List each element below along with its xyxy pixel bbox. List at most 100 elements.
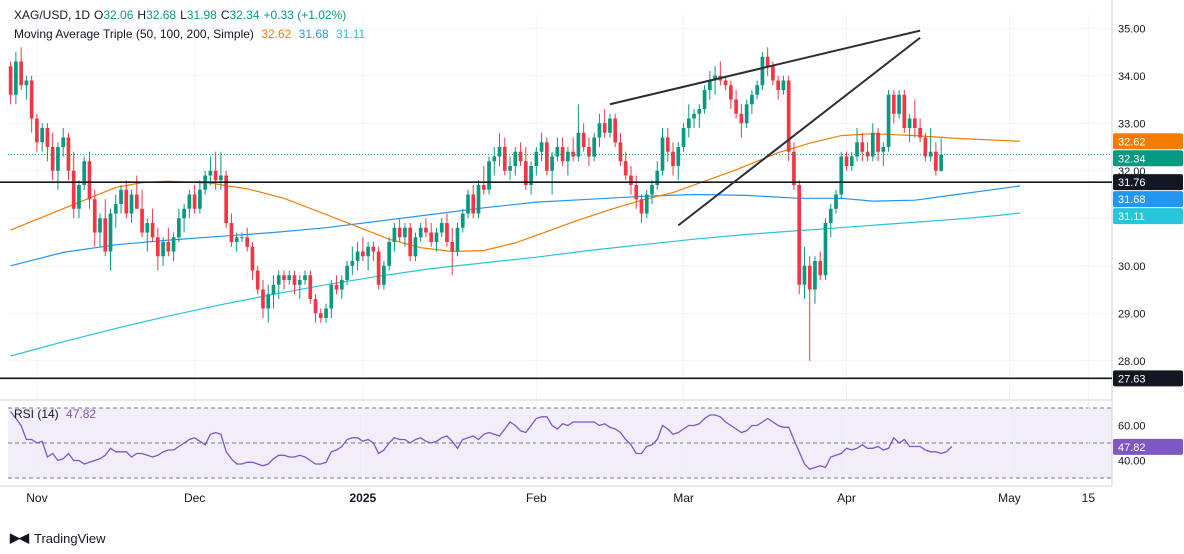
candle-body: [497, 147, 502, 157]
candle-body: [71, 170, 76, 209]
candle-body: [755, 85, 759, 95]
candle-body: [50, 147, 55, 171]
ma-legend: Moving Average Triple (50, 100, 200, Sim…: [14, 27, 369, 41]
candle-body: [818, 261, 823, 276]
symbol-label: XAG/USD, 1D: [14, 8, 91, 22]
candle-body: [150, 223, 155, 238]
candle-body: [707, 80, 712, 90]
time-tick-label: Nov: [26, 491, 47, 505]
ma100-line: [10, 185, 1021, 267]
price-tick-label: 34.00: [1118, 71, 1146, 83]
candle-body: [45, 128, 50, 147]
candle-body: [928, 151, 933, 157]
candle-body: [345, 265, 349, 280]
candle-body: [855, 142, 859, 157]
candle-body: [318, 313, 323, 318]
candle-body: [534, 151, 539, 166]
candle-body: [860, 142, 865, 152]
candle-body: [56, 147, 60, 171]
candle-body: [19, 61, 23, 86]
candle-body: [308, 275, 313, 299]
candle-body: [460, 213, 465, 228]
candle-body: [644, 194, 649, 214]
rsi-tick-label: 40.00: [1118, 456, 1146, 468]
tradingview-logo-icon: ▶◀: [10, 530, 29, 545]
candle-body: [734, 99, 738, 114]
price-tick-label: 35.00: [1118, 23, 1146, 35]
candle-body: [655, 170, 660, 185]
candle-body: [681, 128, 686, 147]
chart-legend: XAG/USD, 1D O32.06 H32.68 L31.98 C32.34 +0.33…: [14, 8, 350, 22]
trendline: [677, 36, 921, 227]
grid-layer: [0, 0, 1113, 487]
candle-body: [813, 261, 817, 290]
price-label: 31.68: [1118, 194, 1146, 206]
candle-body: [881, 147, 886, 152]
candle-body: [750, 94, 754, 105]
candle-body: [166, 242, 171, 252]
candle-body: [350, 261, 355, 266]
candle-body: [807, 265, 812, 290]
candle-body: [208, 170, 213, 176]
rsi-price-label-bg: [1113, 438, 1183, 455]
time-tick-label: Dec: [184, 491, 205, 505]
candle-body: [592, 137, 597, 157]
candle-body: [550, 156, 554, 171]
candle-body: [776, 80, 781, 90]
candle-body: [255, 270, 260, 290]
candle-body: [98, 218, 102, 233]
candle-body: [823, 223, 828, 276]
candle-body: [87, 161, 92, 200]
candle-body: [371, 246, 376, 252]
candle-body: [639, 199, 644, 214]
candle-body: [765, 56, 770, 67]
price-label: 31.76: [1118, 177, 1146, 189]
candle-body: [923, 137, 928, 157]
candle-body: [487, 161, 491, 190]
rsi-legend: RSI (14) 47.82: [14, 407, 100, 421]
candle-body: [297, 280, 302, 285]
candle-body: [913, 118, 917, 128]
candle-body: [245, 237, 250, 247]
candle-body: [35, 118, 39, 143]
candle-body: [618, 142, 623, 162]
price-label: 27.63: [1118, 373, 1146, 385]
candle-body: [382, 265, 386, 285]
candle-body: [119, 189, 123, 204]
candle-body: [849, 156, 854, 166]
candle-body: [77, 185, 81, 209]
drawings: [0, 29, 1112, 380]
candle-body: [303, 275, 307, 280]
time-tick-label: 15: [1082, 491, 1096, 505]
high-key: H: [137, 8, 147, 22]
time-tick-label: Feb: [526, 491, 547, 505]
tradingview-branding[interactable]: ▶◀ TradingView: [10, 530, 106, 546]
candle-body: [413, 237, 418, 257]
price-labels: 32.62 32.34 31.76 31.68 31.11 27.63 47.82: [1113, 133, 1183, 455]
candle-body: [545, 142, 549, 171]
rsi-price-label: 47.82: [1118, 442, 1146, 454]
candle-body: [918, 128, 922, 138]
open-key: O: [94, 8, 104, 22]
candle-body: [387, 242, 391, 266]
candle-body: [82, 161, 87, 185]
candle-body: [287, 275, 292, 280]
candle-body: [266, 294, 271, 309]
candle-body: [629, 175, 633, 185]
price-label-bg: [1113, 150, 1183, 167]
candle-body: [739, 113, 744, 124]
candle-body: [397, 227, 402, 238]
candle-body: [324, 308, 328, 318]
candle-body: [108, 213, 113, 252]
candle-body: [14, 61, 18, 95]
candle-body: [523, 161, 528, 185]
candle-body: [429, 232, 434, 242]
candle-body: [665, 137, 670, 152]
candle-body: [450, 242, 455, 252]
candle-body: [608, 118, 612, 133]
candle-body: [292, 275, 297, 285]
time-tick-label: Mar: [673, 491, 694, 505]
candle-body: [939, 154, 943, 171]
candle-body: [219, 175, 223, 181]
